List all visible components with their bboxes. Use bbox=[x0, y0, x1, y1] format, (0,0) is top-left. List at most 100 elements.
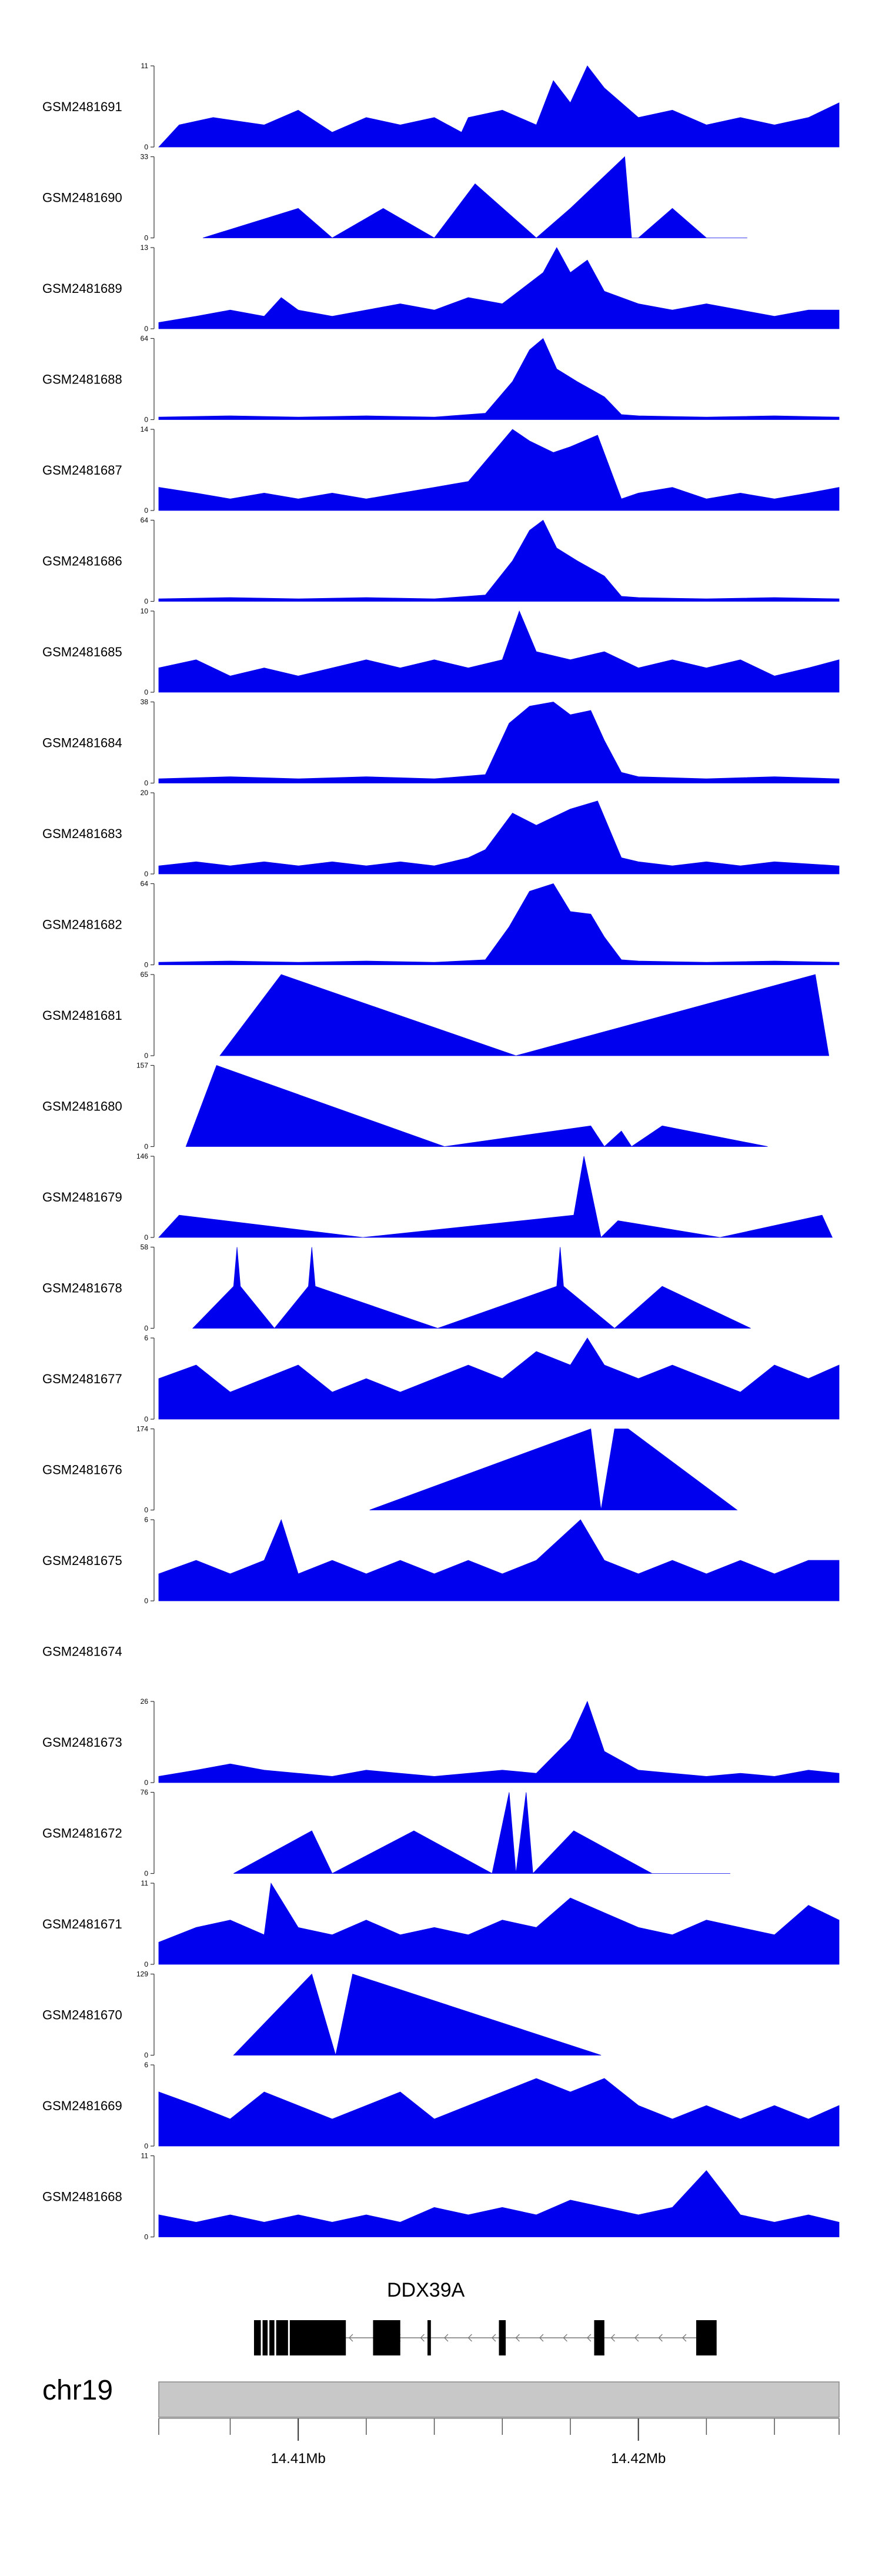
y-min-label: 0 bbox=[144, 961, 148, 969]
gene-label: DDX39A bbox=[387, 2279, 465, 2301]
gene-exon bbox=[696, 2320, 717, 2355]
track-4: GSM2481687 14 0 bbox=[42, 425, 840, 515]
y-min-label: 0 bbox=[144, 2233, 148, 2241]
coverage-area bbox=[158, 2078, 840, 2147]
y-min-label: 0 bbox=[144, 1143, 148, 1151]
y-min-label: 0 bbox=[144, 1778, 148, 1787]
x-tick-label: 14.42Mb bbox=[611, 2451, 666, 2467]
coverage-area bbox=[158, 1156, 833, 1238]
track-label: GSM2481674 bbox=[42, 1644, 122, 1659]
y-max-label: 58 bbox=[141, 1243, 149, 1252]
y-min-label: 0 bbox=[144, 688, 148, 696]
strand-chevron bbox=[681, 2334, 687, 2342]
exon-gap bbox=[260, 2320, 263, 2355]
track-label: GSM2481668 bbox=[42, 2190, 122, 2204]
y-max-label: 11 bbox=[141, 62, 149, 70]
track-17: GSM2481674 bbox=[42, 1644, 122, 1659]
track-label: GSM2481673 bbox=[42, 1735, 122, 1750]
track-20: GSM2481671 11 0 bbox=[42, 1879, 840, 1968]
gene-exon bbox=[373, 2320, 400, 2355]
y-max-label: 64 bbox=[141, 880, 149, 888]
ideogram-axis: chr19 14.41Mb 14.42Mb bbox=[42, 2375, 840, 2467]
track-12: GSM2481679 146 0 bbox=[42, 1152, 833, 1242]
gene-exon bbox=[427, 2320, 431, 2355]
track-15: GSM2481676 174 0 bbox=[42, 1425, 738, 1514]
strand-chevron bbox=[658, 2334, 663, 2342]
strand-chevron bbox=[610, 2334, 615, 2342]
strand-chevron bbox=[467, 2334, 472, 2342]
gene-exon bbox=[594, 2320, 604, 2355]
coverage-area bbox=[158, 1700, 840, 1783]
track-label: GSM2481686 bbox=[42, 554, 122, 569]
track-10: GSM2481681 65 0 bbox=[42, 970, 830, 1060]
track-label: GSM2481681 bbox=[42, 1008, 122, 1023]
track-1: GSM2481690 33 0 bbox=[42, 153, 747, 242]
y-max-label: 26 bbox=[141, 1697, 149, 1706]
coverage-area bbox=[158, 429, 840, 511]
coverage-area bbox=[158, 519, 840, 602]
y-min-label: 0 bbox=[144, 1597, 148, 1605]
coverage-area bbox=[203, 156, 747, 239]
y-min-label: 0 bbox=[144, 870, 148, 878]
y-min-label: 0 bbox=[144, 325, 148, 333]
track-18: GSM2481673 26 0 bbox=[42, 1697, 840, 1787]
track-label: GSM2481684 bbox=[42, 736, 122, 750]
gene-exon bbox=[499, 2320, 506, 2355]
y-max-label: 33 bbox=[141, 153, 149, 161]
track-11: GSM2481680 157 0 bbox=[42, 1062, 768, 1151]
track-label: GSM2481682 bbox=[42, 917, 122, 932]
track-2: GSM2481689 13 0 bbox=[42, 243, 840, 333]
track-3: GSM2481688 64 0 bbox=[42, 335, 840, 424]
strand-chevron bbox=[492, 2334, 496, 2342]
track-label: GSM2481688 bbox=[42, 372, 122, 387]
exon-gap bbox=[268, 2320, 270, 2355]
coverage-area bbox=[192, 1247, 751, 1329]
track-label: GSM2481683 bbox=[42, 826, 122, 841]
track-0: GSM2481691 11 0 bbox=[42, 62, 840, 151]
coverage-area bbox=[158, 247, 840, 329]
track-8: GSM2481683 20 0 bbox=[42, 789, 840, 878]
coverage-area bbox=[233, 1973, 602, 2056]
y-min-label: 0 bbox=[144, 1233, 148, 1242]
y-max-label: 13 bbox=[141, 243, 149, 252]
track-label: GSM2481678 bbox=[42, 1281, 122, 1296]
y-max-label: 129 bbox=[136, 1970, 148, 1978]
exon-gap bbox=[288, 2320, 290, 2355]
y-min-label: 0 bbox=[144, 1052, 148, 1060]
y-max-label: 174 bbox=[136, 1425, 148, 1433]
strand-chevron bbox=[349, 2334, 353, 2342]
track-label: GSM2481677 bbox=[42, 1372, 122, 1386]
y-max-label: 6 bbox=[144, 2061, 148, 2069]
track-22: GSM2481669 6 0 bbox=[42, 2061, 840, 2150]
coverage-area bbox=[158, 2170, 840, 2237]
y-max-label: 76 bbox=[141, 1788, 149, 1797]
coverage-area bbox=[158, 610, 840, 693]
y-max-label: 11 bbox=[141, 1879, 149, 1887]
coverage-area bbox=[158, 338, 840, 420]
ideogram-band bbox=[158, 2381, 840, 2418]
y-max-label: 10 bbox=[141, 607, 149, 615]
y-max-label: 38 bbox=[141, 698, 149, 706]
track-16: GSM2481675 6 0 bbox=[42, 1516, 840, 1605]
track-23: GSM2481668 11 0 bbox=[42, 2152, 840, 2241]
strand-chevron bbox=[634, 2334, 639, 2342]
y-min-label: 0 bbox=[144, 416, 148, 424]
track-label: GSM2481675 bbox=[42, 1553, 122, 1568]
track-14: GSM2481677 6 0 bbox=[42, 1334, 840, 1423]
coverage-area bbox=[369, 1428, 738, 1510]
data-tracks: GSM2481691110GSM2481690330GSM2481689130G… bbox=[42, 62, 840, 2241]
y-min-label: 0 bbox=[144, 1960, 148, 1968]
track-label: GSM2481687 bbox=[42, 463, 122, 478]
coverage-area bbox=[158, 1337, 840, 1420]
coverage-area bbox=[158, 883, 840, 965]
y-max-label: 157 bbox=[136, 1062, 148, 1070]
y-min-label: 0 bbox=[144, 1506, 148, 1514]
coverage-area bbox=[158, 65, 840, 148]
coverage-area bbox=[219, 974, 830, 1056]
chromosome-label: chr19 bbox=[42, 2375, 113, 2406]
track-21: GSM2481670 129 0 bbox=[42, 1970, 602, 2060]
y-max-label: 64 bbox=[141, 335, 149, 343]
track-label: GSM2481685 bbox=[42, 645, 122, 659]
y-min-label: 0 bbox=[144, 1415, 148, 1423]
